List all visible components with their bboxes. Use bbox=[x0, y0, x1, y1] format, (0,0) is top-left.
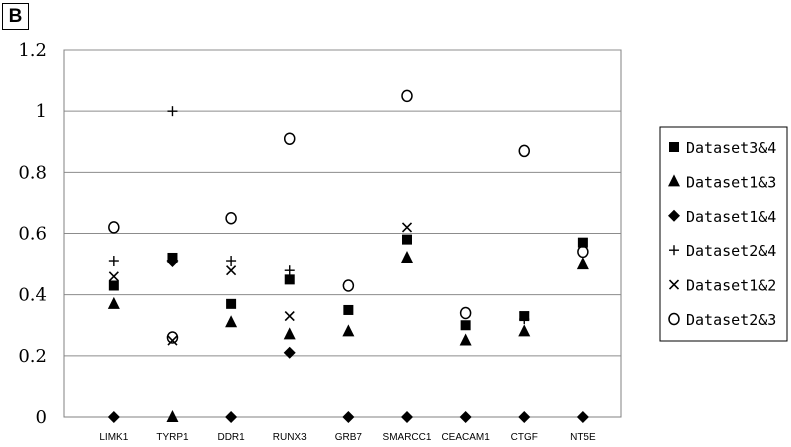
data-point-diamond bbox=[225, 411, 238, 423]
legend-label: Dataset3&4 bbox=[686, 139, 776, 157]
data-point-circle bbox=[518, 144, 531, 158]
data-point-diamond bbox=[166, 255, 179, 268]
data-point-diamond bbox=[283, 346, 296, 359]
data-point-square bbox=[343, 304, 354, 315]
y-tick-label: 1.2 bbox=[18, 40, 47, 61]
data-point-circle bbox=[225, 211, 237, 225]
legend: Dataset3&4 Dataset1&3 Dataset1&4 Dataset2&4… bbox=[659, 126, 788, 342]
data-point-cross bbox=[284, 311, 295, 322]
data-point-diamond bbox=[576, 411, 589, 423]
legend-marker-diamond bbox=[668, 209, 680, 222]
data-point-triangle bbox=[225, 315, 238, 328]
data-point-square bbox=[226, 298, 237, 309]
data-point-plus bbox=[226, 256, 237, 267]
data-point-circle bbox=[108, 221, 120, 234]
legend-marker-plus bbox=[669, 245, 679, 256]
data-point-diamond bbox=[518, 411, 531, 423]
data-point-triangle bbox=[576, 257, 589, 270]
x-tick-label: LIMK1 bbox=[99, 432, 128, 443]
y-tick-label: 0.2 bbox=[18, 346, 47, 367]
data-point-plus bbox=[108, 256, 119, 267]
data-point-triangle bbox=[283, 327, 296, 340]
gridlines bbox=[64, 49, 621, 357]
data-point-circle bbox=[166, 331, 179, 344]
data-point-square bbox=[577, 237, 588, 248]
data-point-triangle bbox=[342, 324, 355, 337]
legend-label: Dataset1&4 bbox=[686, 208, 776, 226]
x-tick-label: TYRP1 bbox=[156, 432, 189, 443]
data-point-square bbox=[284, 274, 295, 285]
panel-label: B bbox=[2, 3, 29, 30]
y-tick-label: 0.8 bbox=[18, 162, 47, 183]
x-tick-label: NT5E bbox=[570, 432, 596, 443]
data-point-square bbox=[401, 234, 412, 245]
y-tick-label: 0.6 bbox=[18, 224, 47, 245]
y-tick-label: 0 bbox=[36, 407, 47, 428]
data-point-cross bbox=[167, 335, 178, 346]
data-point-diamond bbox=[459, 411, 472, 423]
y-tick-label: 1 bbox=[36, 101, 47, 122]
data-point-circle bbox=[401, 89, 413, 103]
data-point-circle bbox=[459, 306, 472, 320]
legend-marker-circle bbox=[668, 312, 680, 326]
data-point-triangle bbox=[459, 333, 472, 346]
data-point-cross bbox=[401, 222, 413, 233]
data-point-circle bbox=[342, 279, 355, 292]
x-tick-label: CTGF bbox=[511, 432, 538, 443]
data-point-cross bbox=[108, 271, 119, 282]
data-markers bbox=[107, 89, 589, 423]
data-point-square bbox=[460, 320, 471, 331]
legend-label: Dataset2&3 bbox=[686, 311, 776, 329]
x-tick-label: GRB7 bbox=[335, 432, 363, 443]
legend-label: Dataset2&4 bbox=[686, 242, 776, 260]
data-point-diamond bbox=[400, 411, 413, 423]
data-point-cross bbox=[226, 265, 237, 276]
legend-marker-cross bbox=[668, 279, 680, 290]
x-tick-label: SMARCC1 bbox=[383, 432, 432, 443]
data-point-cross bbox=[519, 311, 530, 322]
legend-label: Dataset1&3 bbox=[686, 173, 776, 191]
data-point-square bbox=[108, 280, 119, 291]
data-point-triangle bbox=[107, 296, 120, 309]
x-tick-label: RUNX3 bbox=[273, 432, 307, 443]
data-point-triangle bbox=[400, 250, 413, 263]
x-tick-label: DDR1 bbox=[217, 432, 245, 443]
data-point-diamond bbox=[342, 411, 355, 423]
legend-marker-triangle bbox=[668, 174, 680, 187]
data-point-diamond bbox=[107, 411, 120, 423]
x-tick-label: CEACAM1 bbox=[441, 432, 490, 443]
data-point-triangle bbox=[166, 410, 179, 422]
y-tick-label: 0.4 bbox=[18, 285, 47, 306]
data-point-plus bbox=[167, 106, 178, 117]
data-point-circle bbox=[283, 132, 296, 145]
data-point-triangle bbox=[518, 324, 531, 337]
legend-marker-square bbox=[669, 142, 679, 152]
legend-box bbox=[659, 126, 788, 342]
y-tick-labels: 0 0.2 0.4 0.6 0.8 1 1.2 bbox=[18, 40, 47, 428]
data-point-plus bbox=[284, 265, 295, 276]
data-point-circle bbox=[577, 245, 589, 259]
x-tick-labels: LIMK1 TYRP1 DDR1 RUNX3 GRB7 SMARCC1 CEACAM1 CTG… bbox=[99, 432, 596, 443]
legend-label: Dataset1&2 bbox=[686, 277, 776, 295]
